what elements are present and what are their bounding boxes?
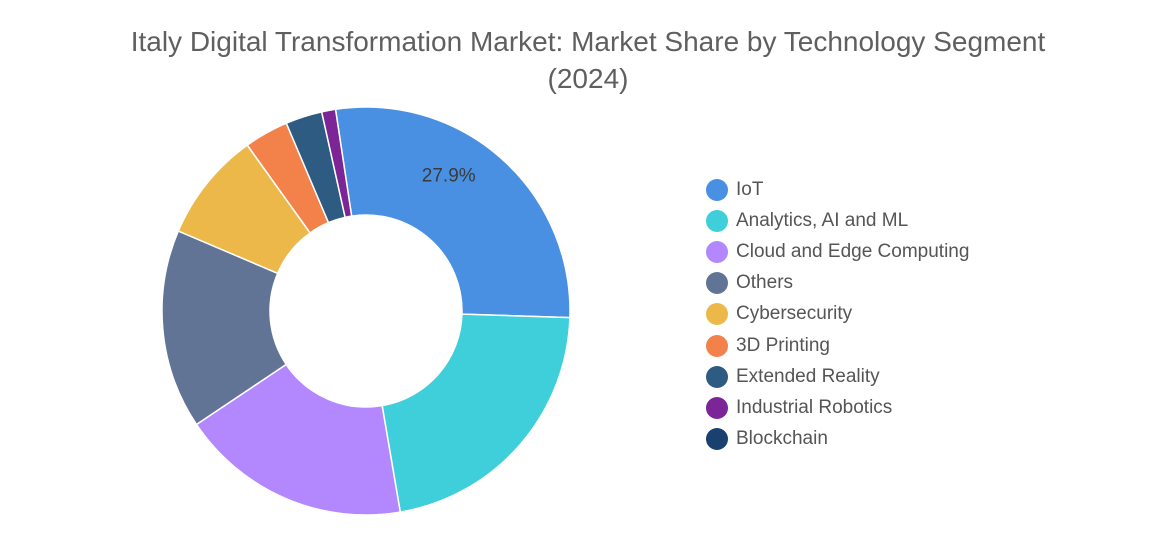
legend-label-analytics-ai-and-ml: Analytics, AI and ML (736, 209, 909, 231)
legend-item-others[interactable]: Others (706, 268, 969, 299)
legend-item-cybersecurity[interactable]: Cybersecurity (706, 299, 969, 330)
legend-item-industrial-robotics[interactable]: Industrial Robotics (706, 392, 969, 423)
legend-label-blockchain: Blockchain (736, 428, 828, 450)
legend-label-iot: IoT (736, 178, 764, 200)
legend-swatch-analytics-ai-and-ml (706, 209, 728, 232)
legend-label-cybersecurity: Cybersecurity (736, 303, 853, 325)
legend-swatch-cybersecurity (706, 303, 728, 326)
legend-item-extended-reality[interactable]: Extended Reality (706, 361, 969, 392)
slice-industrial-robotics[interactable] (320, 108, 353, 219)
legend-item-analytics-ai-and-ml[interactable]: Analytics, AI and ML (706, 205, 969, 236)
legend-label-extended-reality: Extended Reality (736, 365, 880, 387)
chart-title-line-1: Italy Digital Transformation Market: Mar… (130, 25, 1046, 57)
legend-item-blockchain[interactable]: Blockchain (706, 424, 969, 455)
slice-others[interactable] (161, 230, 288, 426)
legend-swatch-others (706, 272, 728, 295)
slice-analytics-ai-and-ml[interactable] (381, 313, 571, 513)
legend-item-3d-printing[interactable]: 3D Printing (706, 330, 969, 361)
legend-swatch-extended-reality (706, 365, 728, 388)
data-label-iot: 27.9% (422, 165, 476, 186)
legend-item-iot[interactable]: IoT (706, 174, 969, 205)
legend-swatch-industrial-robotics (706, 396, 728, 419)
legend-label-3d-printing: 3D Printing (736, 334, 830, 356)
legend-swatch-blockchain (706, 428, 728, 451)
legend-label-industrial-robotics: Industrial Robotics (736, 396, 893, 418)
chart-legend: IoT Analytics, AI and ML Cloud and Edge Co… (706, 174, 969, 455)
legend-swatch-iot (706, 178, 728, 201)
legend-item-cloud-and-edge-computing[interactable]: Cloud and Edge Computing (706, 236, 969, 267)
legend-label-cloud-and-edge-computing: Cloud and Edge Computing (736, 240, 970, 262)
legend-swatch-3d-printing (706, 334, 728, 357)
legend-swatch-cloud-and-edge-computing (706, 240, 728, 263)
chart-title: Italy Digital Transformation Market: Mar… (0, 23, 1176, 97)
slice-cloud-and-edge-computing[interactable] (195, 363, 402, 516)
legend-label-others: Others (736, 272, 794, 294)
chart-title-line-2: (2024) (547, 62, 629, 94)
slice-iot[interactable] (334, 106, 571, 319)
